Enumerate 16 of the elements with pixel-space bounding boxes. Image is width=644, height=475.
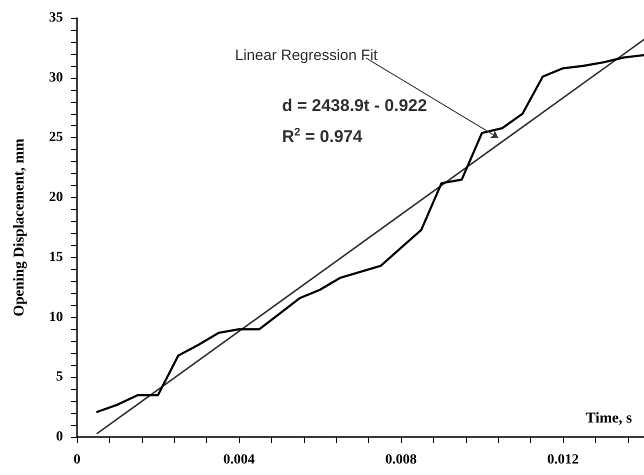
x-tick-label: 0 xyxy=(74,452,80,468)
y-axis-title: Opening Displacement, mm xyxy=(12,138,28,316)
y-tick-label: 0 xyxy=(56,430,63,444)
x-tick-label: 0.012 xyxy=(547,452,579,468)
y-tick-label: 5 xyxy=(56,370,63,385)
y-tick-label: 35 xyxy=(49,10,63,26)
y-tick-label: 15 xyxy=(49,250,63,265)
annotation: d = 2438.9t - 0.922 xyxy=(282,96,428,115)
y-tick-label: 20 xyxy=(49,190,63,206)
x-tick-label: 0.004 xyxy=(223,452,255,468)
x-axis-title: Time, s xyxy=(586,410,632,426)
y-tick-label: 30 xyxy=(49,70,63,86)
y-tick-label: 10 xyxy=(49,310,63,325)
annotation: Linear Regression Fit xyxy=(234,47,378,64)
x-tick-label: 0.008 xyxy=(385,452,417,468)
y-tick-label: 25 xyxy=(49,130,63,146)
